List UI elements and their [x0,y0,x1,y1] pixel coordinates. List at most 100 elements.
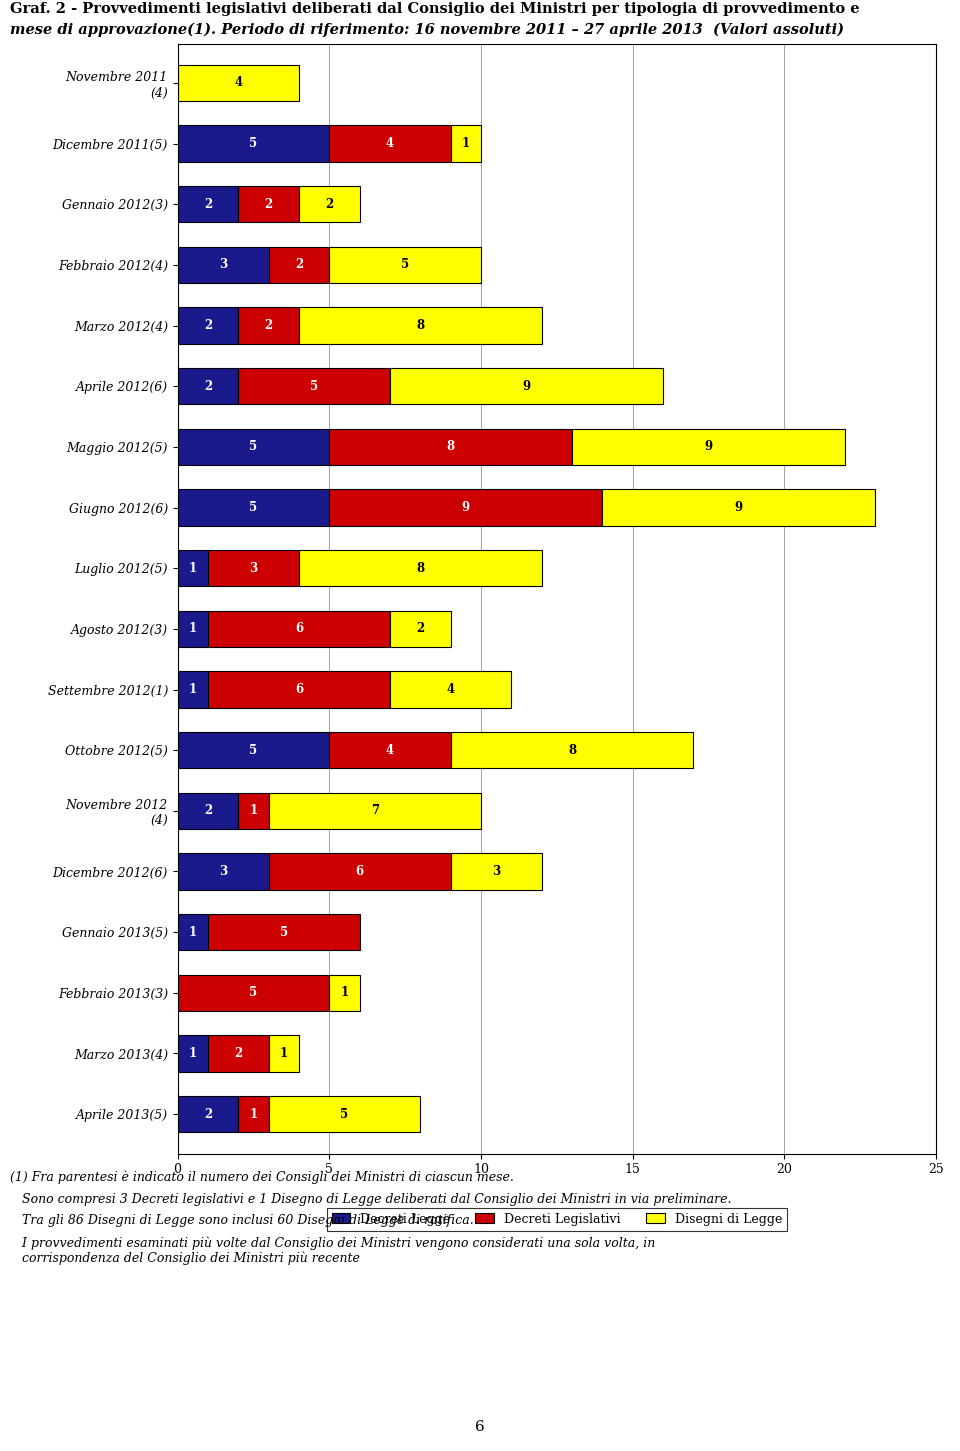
Text: 6: 6 [295,622,303,636]
Bar [329,428,572,466]
Bar [572,428,845,466]
Text: 6: 6 [295,683,303,696]
Bar [238,308,299,344]
Bar [178,550,208,586]
Text: 2: 2 [234,1048,242,1061]
Text: 1: 1 [279,1048,288,1061]
Bar [178,186,238,222]
Legend: Decreti Legge, Decreti Legislativi, Disegni di Legge: Decreti Legge, Decreti Legislativi, Dise… [326,1207,787,1230]
Bar [208,550,299,586]
Bar [329,247,481,283]
Bar [178,369,238,405]
Bar [238,792,269,829]
Text: Graf. 2 - Provvedimenti legislativi deliberati dal Consiglio dei Ministri per ti: Graf. 2 - Provvedimenti legislativi deli… [10,3,859,16]
Text: 9: 9 [734,501,743,514]
Text: 8: 8 [446,441,455,453]
Text: 8: 8 [417,319,424,332]
Text: 7: 7 [371,804,379,817]
Bar [178,428,329,466]
Bar [178,853,269,889]
Text: 1: 1 [341,987,348,1000]
Text: 1: 1 [189,683,197,696]
Text: Sono compresi 3 Decreti legislativi e 1 Disegno di Legge deliberati dal Consigli: Sono compresi 3 Decreti legislativi e 1 … [10,1193,732,1206]
Bar [299,308,541,344]
Text: 1: 1 [250,1107,257,1120]
Bar [178,308,238,344]
Text: 2: 2 [265,319,273,332]
Text: 2: 2 [325,197,333,210]
Bar [178,65,299,102]
Bar [208,672,390,708]
Text: 4: 4 [446,683,455,696]
Text: 5: 5 [310,380,318,393]
Bar [269,853,450,889]
Bar [269,1035,299,1072]
Bar [178,914,208,950]
Bar [238,1096,269,1132]
Text: (1) Fra parentesi è indicato il numero dei Consigli dei Ministri di ciascun mese: (1) Fra parentesi è indicato il numero d… [10,1171,514,1184]
Bar [178,1096,238,1132]
Text: 5: 5 [250,136,257,149]
Bar [208,611,390,647]
Bar [178,731,329,769]
Text: 5: 5 [341,1107,348,1120]
Text: 3: 3 [219,258,228,271]
Text: 2: 2 [204,380,212,393]
Bar [602,489,876,525]
Bar [299,550,541,586]
Text: 1: 1 [189,1048,197,1061]
Text: 5: 5 [250,501,257,514]
Text: 5: 5 [279,926,288,939]
Text: 4: 4 [234,77,242,90]
Bar [269,792,481,829]
Text: 2: 2 [204,319,212,332]
Bar [208,1035,269,1072]
Text: 3: 3 [492,865,500,878]
Bar [390,672,512,708]
Bar [390,611,450,647]
Text: 8: 8 [417,562,424,575]
Bar [178,125,329,163]
Text: 2: 2 [204,1107,212,1120]
Text: 1: 1 [189,562,197,575]
Bar [390,369,663,405]
Text: mese di approvazione(1). Periodo di riferimento: 16 novembre 2011 – 27 aprile 20: mese di approvazione(1). Periodo di rife… [10,22,844,36]
Text: I provvedimenti esaminati più volte dal Consiglio dei Ministri vengono considera: I provvedimenti esaminati più volte dal … [10,1236,655,1265]
Text: 9: 9 [522,380,531,393]
Bar [450,125,481,163]
Bar [329,975,360,1011]
Bar [329,125,450,163]
Text: 3: 3 [250,562,257,575]
Text: 1: 1 [462,136,469,149]
Text: 6: 6 [355,865,364,878]
Text: 5: 5 [401,258,409,271]
Bar [178,975,329,1011]
Text: 4: 4 [386,136,394,149]
Text: 2: 2 [265,197,273,210]
Bar [238,186,299,222]
Bar [269,247,329,283]
Bar [269,1096,420,1132]
Text: 2: 2 [295,258,303,271]
Bar [178,792,238,829]
Bar [178,247,269,283]
Bar [178,1035,208,1072]
Bar [178,489,329,525]
Bar [178,672,208,708]
Text: 6: 6 [475,1419,485,1434]
Text: 5: 5 [250,441,257,453]
Text: 9: 9 [462,501,469,514]
Bar [329,489,602,525]
Text: 1: 1 [189,622,197,636]
Text: 2: 2 [417,622,424,636]
Bar [450,853,541,889]
Text: 2: 2 [204,197,212,210]
Text: 5: 5 [250,744,257,756]
Bar [450,731,693,769]
Text: 8: 8 [568,744,576,756]
Bar [178,611,208,647]
Bar [299,186,360,222]
Bar [329,731,450,769]
Text: 4: 4 [386,744,394,756]
Text: 1: 1 [250,804,257,817]
